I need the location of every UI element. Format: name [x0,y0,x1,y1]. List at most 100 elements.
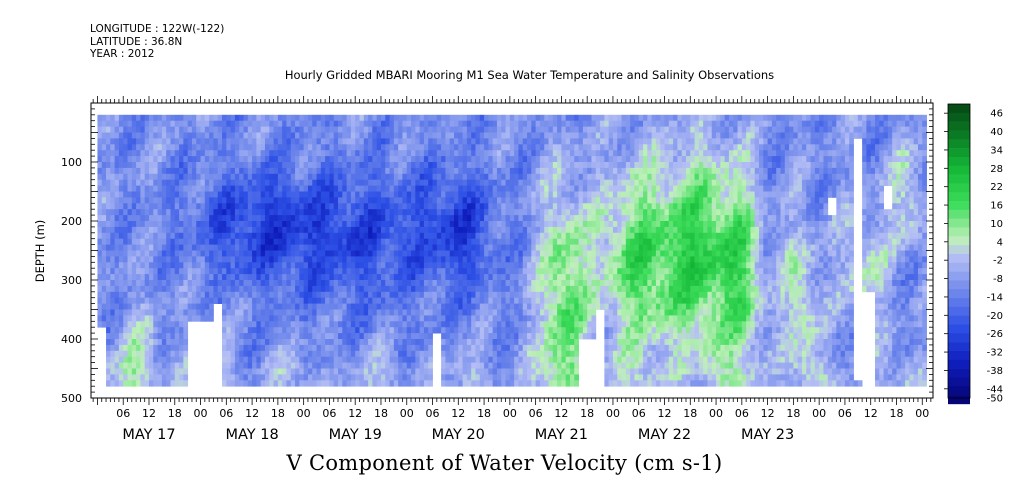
heatmap-cell [157,215,163,222]
heatmap-cell [209,162,214,169]
heatmap-cell [415,173,421,181]
heatmap-cell [484,297,489,304]
heatmap-cell [466,244,472,251]
heatmap-cell [363,244,369,251]
heatmap-cell [153,185,158,192]
heatmap-cell [247,179,253,186]
heatmap-cell [565,280,571,287]
heatmap-cell [204,280,210,287]
heatmap-cell [471,291,476,299]
heatmap-cell [393,256,399,263]
heatmap-cell [269,215,274,222]
heatmap-cell [428,162,433,169]
heatmap-cell [368,268,373,275]
heatmap-cell [376,327,382,334]
heatmap-cell [462,203,468,210]
heatmap-cell [441,333,446,340]
heatmap-cell [312,297,317,304]
heatmap-cell [282,179,287,186]
heatmap-cell [106,185,111,192]
heatmap-cell [419,285,425,293]
heatmap-cell [118,114,124,122]
heatmap-cell [569,303,575,310]
heatmap-cell [355,315,360,322]
heatmap-cell [380,162,386,169]
heatmap-cell [299,203,305,210]
heatmap-cell [376,309,382,316]
heatmap-cell [179,244,184,251]
heatmap-cell [264,321,270,328]
heatmap-cell [106,356,111,363]
heatmap-cell [531,333,537,340]
heatmap-cell [256,126,262,133]
heatmap-cell [183,209,189,216]
heatmap-cell [110,156,116,163]
heatmap-cell [170,297,176,304]
heatmap-cell [123,244,128,251]
heatmap-cell [157,356,163,363]
heatmap-cell [106,362,111,369]
heatmap-cell [123,356,128,363]
heatmap-cell [561,344,567,352]
heatmap-cell [346,238,352,245]
heatmap-cell [445,262,451,269]
heatmap-cell [136,215,141,222]
heatmap-cell [338,138,343,145]
heatmap-cell [106,173,111,181]
heatmap-cell [106,120,111,127]
heatmap-cell [179,173,184,181]
heatmap-cell [509,126,515,133]
heatmap-cell [471,374,476,381]
heatmap-cell [557,374,562,381]
heatmap-cell [415,268,421,275]
heatmap-cell [565,232,571,240]
heatmap-cell [136,167,141,175]
heatmap-cell [522,126,528,133]
heatmap-cell [548,344,554,352]
heatmap-cell [501,221,506,228]
heatmap-cell [479,274,485,281]
heatmap-cell [144,238,150,245]
heatmap-cell [449,303,455,310]
heatmap-cell [316,274,322,281]
heatmap-cell [346,250,352,257]
heatmap-cell [350,215,356,222]
heatmap-cell [226,350,232,358]
heatmap-cell [316,368,322,375]
heatmap-cell [256,191,262,198]
heatmap-cell [535,315,541,322]
heatmap-cell [359,144,365,151]
heatmap-cell [445,250,451,257]
heatmap-cell [114,156,120,163]
heatmap-cell [376,120,382,127]
heatmap-cell [380,280,386,287]
heatmap-cell [174,132,180,139]
heatmap-cell [222,280,227,287]
heatmap-cell [411,179,416,186]
heatmap-cell [557,285,562,293]
heatmap-cell [488,303,494,310]
heatmap-cell [488,144,494,151]
heatmap-cell [277,191,283,198]
heatmap-cell [273,215,279,222]
heatmap-cell [539,120,545,127]
heatmap-cell [355,368,360,375]
heatmap-cell [303,179,309,186]
heatmap-cell [153,238,158,245]
heatmap-cell [312,333,317,340]
heatmap-cell [200,244,206,251]
heatmap-cell [471,285,476,293]
heatmap-cell [123,126,128,133]
heatmap-cell [363,197,369,204]
heatmap-cell [179,356,184,363]
heatmap-cell [441,291,446,299]
heatmap-cell [222,179,227,186]
heatmap-cell [264,126,270,133]
heatmap-cell [131,291,137,299]
heatmap-cell [505,315,511,322]
heatmap-cell [174,344,180,352]
heatmap-cell [471,268,476,275]
heatmap-cell [333,339,339,346]
heatmap-cell [325,333,330,340]
heatmap-cell [514,215,519,222]
